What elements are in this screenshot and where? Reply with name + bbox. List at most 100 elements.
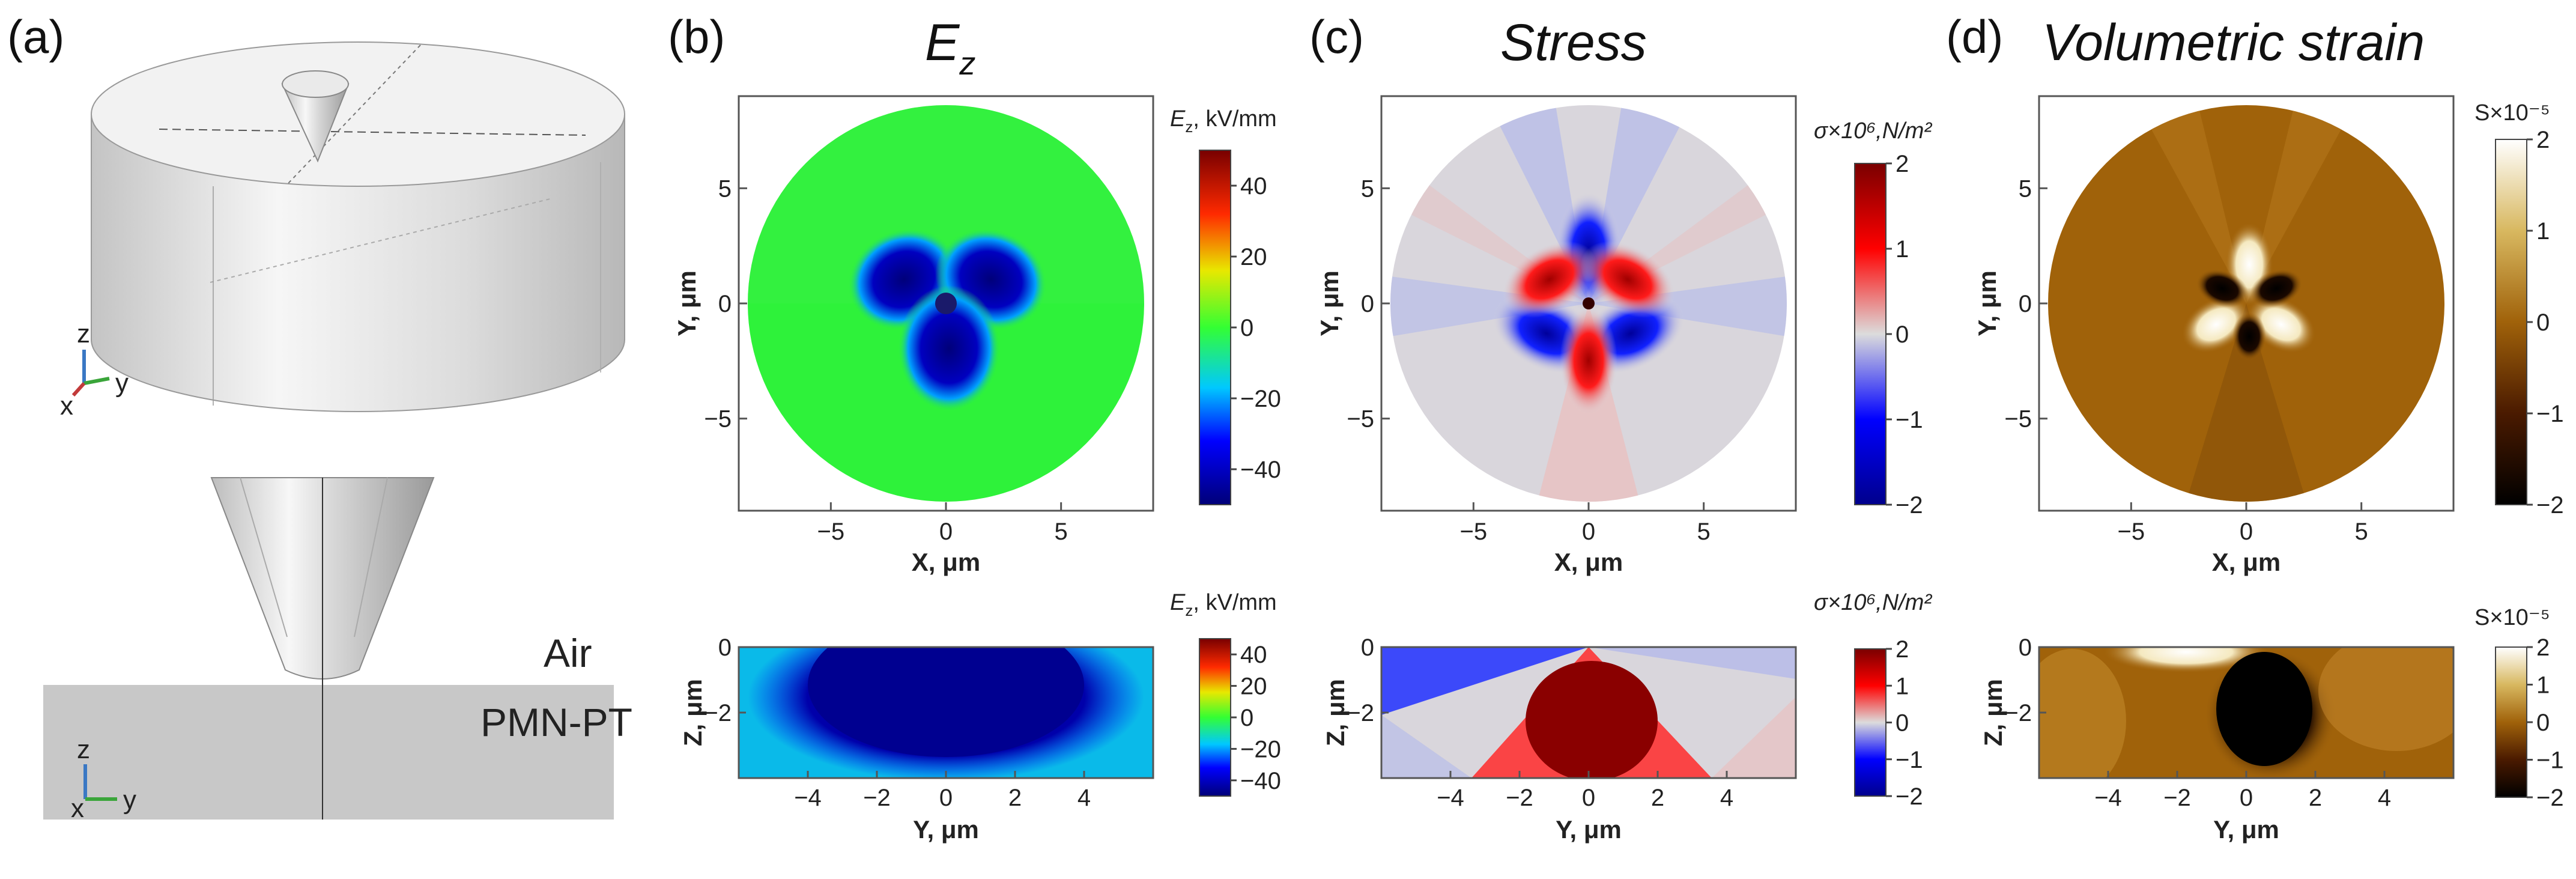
axis-z-3d: z [77,319,90,348]
x-axis-label: X, μm [2212,548,2281,576]
strain-colorbar-title-top: S×10⁻⁵ [2474,100,2550,126]
stress-colorbar-title-bottom: σ×10⁶,N/m² [1814,590,1932,615]
axis-x-3d: x [60,391,73,421]
colorbar-tick-label: −2 [2536,492,2564,519]
y-tick-label: 5 [2019,175,2032,202]
strain-map-top [2048,105,2444,502]
x-tick-label: 5 [1697,519,1711,545]
colorbar-tick-label: 1 [2536,218,2550,245]
stress-colorbar-top [1854,163,1887,505]
x-tick-label: −4 [794,785,822,811]
colorbar-tick-label: −20 [1240,736,1281,762]
colorbar-tick-label: 2 [1896,636,1909,663]
disk-3d-model [91,41,625,412]
y-axis-label: Z, μm [1321,679,1350,746]
x-tick-label: 2 [1651,785,1664,811]
y-tick-label: 0 [2019,634,2032,661]
colorbar-tick-label: 1 [1896,673,1909,699]
colorbar-tick-label: 0 [1896,321,1909,348]
x-tick-label: 4 [1077,785,1091,811]
x-tick-label: 2 [2309,785,2322,811]
ez-map-top [748,105,1144,502]
colorbar-tick-label: 2 [1896,151,1909,177]
ez-colorbar-top [1199,150,1231,505]
colorbar-tick-label: −1 [1896,407,1923,433]
x-axis-label: Y, μm [913,815,979,844]
x-axis-label: X, μm [1554,548,1623,576]
colorbar-tick-label: 20 [1240,674,1267,700]
x-tick-label: −5 [2118,519,2145,545]
panel-d: (d) Volumetric strain [1946,10,2550,798]
x-tick-label: 0 [939,785,953,811]
stress-colorbar-bottom [1854,648,1887,797]
strain-colorbar-bottom [2495,646,2527,798]
y-axis-label: Z, μm [679,679,707,746]
axis-layer: −5 0 550−5X, μmY, μm−4 −2 0 2 40−2Y, μmZ, μm−5… [673,127,2564,844]
x-axis-label: Y, μm [2213,815,2279,844]
x-tick-label: −4 [2094,785,2122,811]
tip-cross-section: Air PMN-PT [43,477,632,820]
colorbar-tick-label: 0 [2536,309,2550,336]
pmnpt-label: PMN-PT [480,700,632,744]
x-tick-label: −4 [1437,785,1464,811]
strain-map-bottom [2039,647,2453,778]
ez-map-bottom [739,647,1153,778]
y-axis-label: Y, μm [1315,270,1344,336]
x-tick-label: −5 [1460,519,1488,545]
colorbar-tick-label: −40 [1240,768,1281,794]
y-axis-label: Y, μm [1973,270,2001,336]
y-tick-label: 0 [718,291,732,317]
colorbar-tick-label: 2 [2536,127,2550,153]
panel-title-d: Volumetric strain [2042,14,2425,71]
x-tick-label: 0 [1582,519,1595,545]
axis-y-3d: y [115,368,129,398]
panel-label-b: (b) [668,10,725,63]
x-tick-label: 4 [1720,785,1733,811]
colorbar-tick-label: 40 [1240,173,1267,199]
y-tick-label: −2 [704,700,732,726]
colorbar-tick-label: 0 [1240,705,1253,731]
stress-map-top [1390,105,1787,502]
panel-title-c: Stress [1500,14,1647,71]
x-tick-label: −2 [2163,785,2191,811]
ez-colorbar-title-bottom: Ez, kV/mm [1170,590,1277,619]
y-axis-label: Z, μm [1979,679,2007,746]
axis-y-2d: y [123,785,136,815]
strain-colorbar-top [2495,139,2527,505]
triad-2d: z y x [71,735,136,823]
x-axis-label: X, μm [912,548,980,576]
stress-map-bottom [1381,647,1796,778]
y-tick-label: −5 [704,406,732,433]
colorbar-tick-label: −2 [1896,783,1923,810]
x-tick-label: 5 [1055,519,1068,545]
y-tick-label: −5 [1347,406,1374,433]
colorbar-tick-label: −2 [1896,492,1923,519]
ez-colorbar-title-top: Ez, kV/mm [1170,106,1277,136]
y-tick-label: 5 [1361,175,1374,202]
colorbar-tick-label: 1 [1896,236,1909,263]
colorbar-tick-label: −2 [2536,785,2564,811]
ez-colorbar-bottom [1199,638,1231,797]
x-tick-label: −2 [863,785,891,811]
colorbar-tick-label: 40 [1240,642,1267,668]
x-tick-label: 0 [2240,519,2253,545]
y-tick-label: 0 [1361,634,1374,661]
y-tick-label: 0 [1361,291,1374,317]
panel-a: (a) z y x Air PMN-PT [7,10,632,823]
colorbar-tick-label: −20 [1240,386,1281,412]
axis-z-2d: z [77,735,90,764]
y-axis-label: Y, μm [673,270,701,336]
y-tick-label: 0 [2019,291,2032,317]
y-tick-label: −2 [2004,700,2032,726]
colorbar-tick-label: −1 [2536,401,2564,427]
y-tick-label: −5 [2004,406,2032,433]
colorbar-tick-label: 1 [2536,672,2550,699]
panel-label-a: (a) [7,10,64,63]
x-tick-label: −5 [817,519,845,545]
x-tick-label: 2 [1008,785,1022,811]
colorbar-tick-label: −1 [1896,747,1923,773]
y-tick-label: 0 [718,634,732,661]
colorbar-tick-label: 2 [2536,634,2550,661]
air-label: Air [544,631,592,675]
